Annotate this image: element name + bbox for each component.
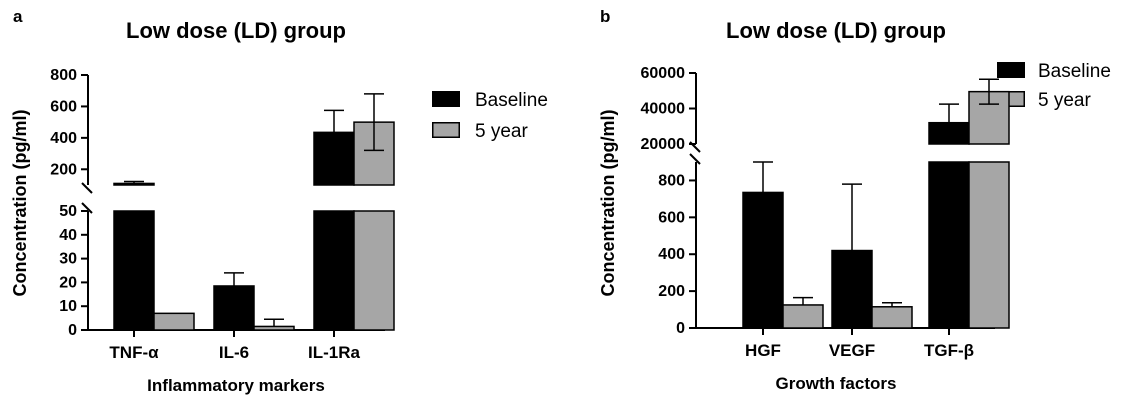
bar-vegf-baseline xyxy=(831,249,873,329)
legend-swatch-baseline xyxy=(997,62,1025,78)
panel-a-x-axis-label: Inflammatory markers xyxy=(147,376,325,395)
legend-label-baseline: Baseline xyxy=(475,90,548,111)
y-tick-label-30: 30 xyxy=(59,251,77,268)
legend-swatch-baseline xyxy=(432,91,460,107)
bar-tgf-baseline-lower xyxy=(928,161,970,329)
y-tick-label-400: 400 xyxy=(50,130,77,147)
panel-b-title: Low dose (LD) group xyxy=(726,18,946,43)
bar-tnf-5-year xyxy=(153,312,195,331)
axis-break-mark xyxy=(81,202,93,214)
panel-b-label: b xyxy=(600,7,610,26)
panel-a-label: a xyxy=(13,7,23,26)
bar-il-1ra-5-year-lower xyxy=(353,210,395,331)
panel-a: a Low dose (LD) group Concentration (pg/… xyxy=(10,7,548,395)
y-tick-label-10: 10 xyxy=(59,298,77,315)
y-tick-label-200: 200 xyxy=(50,161,77,178)
axis-break-mark xyxy=(81,182,93,194)
y-tick-label-20: 20 xyxy=(59,274,77,291)
bar-vegf-5-year xyxy=(871,306,913,329)
y-tick-label-40000: 40000 xyxy=(641,101,686,118)
y-tick-label-200: 200 xyxy=(658,283,685,300)
y-tick-label-0: 0 xyxy=(676,320,685,337)
bar-tgf-5-year-lower xyxy=(968,161,1010,329)
bar-tnf-baseline-lower xyxy=(113,210,155,331)
y-tick-label-40: 40 xyxy=(59,227,77,244)
y-tick-label-60000: 60000 xyxy=(641,65,686,82)
y-tick-label-20000: 20000 xyxy=(641,136,686,153)
y-tick-label-600: 600 xyxy=(50,98,77,115)
x-tick-label-tgf: TGF-β xyxy=(924,341,974,360)
y-tick-label-800: 800 xyxy=(50,67,77,84)
axis-break-mark xyxy=(689,153,701,165)
y-tick-label-800: 800 xyxy=(658,172,685,189)
y-tick-label-400: 400 xyxy=(658,246,685,263)
panel-b-x-axis-label: Growth factors xyxy=(776,374,897,393)
x-tick-label-hgf: HGF xyxy=(745,341,781,360)
y-tick-label-0: 0 xyxy=(68,322,77,339)
bar-hgf-5-year xyxy=(782,304,824,329)
bar-il-6-5-year xyxy=(253,325,295,331)
bar-hgf-baseline xyxy=(742,191,784,329)
x-tick-label-il-1ra: IL-1Ra xyxy=(308,343,361,362)
x-tick-label-tnf: TNF-α xyxy=(109,343,159,362)
bar-il-1ra-baseline-upper xyxy=(313,131,355,186)
x-tick-label-vegf: VEGF xyxy=(829,341,875,360)
panel-b-y-axis-label: Concentration (pg/ml) xyxy=(598,110,618,297)
bar-il-6-baseline xyxy=(213,285,255,331)
x-tick-label-il-6: IL-6 xyxy=(219,343,249,362)
legend-label-5-year: 5 year xyxy=(475,121,528,142)
bar-tgf-baseline-upper xyxy=(928,121,970,145)
bar-il-1ra-baseline-lower xyxy=(313,210,355,331)
bar-tnf-baseline-upper xyxy=(113,182,155,186)
y-tick-label-600: 600 xyxy=(658,209,685,226)
legend-label-5-year: 5 year xyxy=(1038,90,1091,111)
y-tick-label-50: 50 xyxy=(59,203,77,220)
legend-label-baseline: Baseline xyxy=(1038,61,1111,82)
panel-b: b Low dose (LD) group Concentration (pg/… xyxy=(598,7,1111,393)
panel-a-title: Low dose (LD) group xyxy=(126,18,346,43)
panel-a-y-axis-label: Concentration (pg/ml) xyxy=(10,110,30,297)
legend-swatch-5-year xyxy=(432,122,460,138)
